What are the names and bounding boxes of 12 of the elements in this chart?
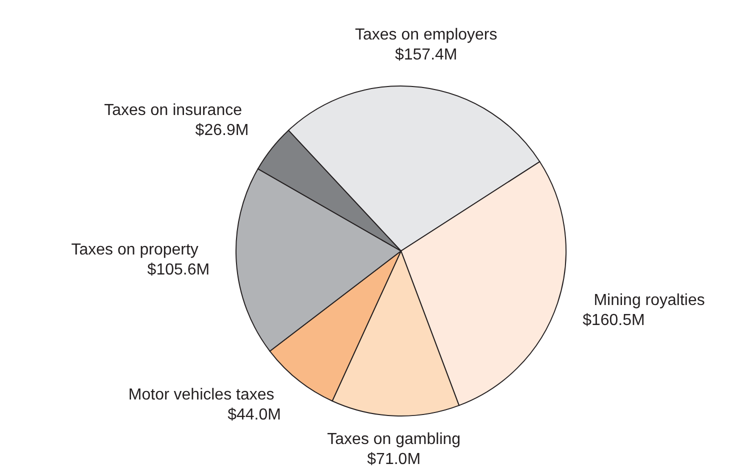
data-label: $44.0M: [228, 406, 281, 424]
data-label: $71.0M: [367, 450, 421, 468]
slice-label: Taxes on insurance: [104, 102, 242, 119]
data-label: $26.9M: [195, 122, 249, 139]
slice-label: Taxes on property: [71, 241, 198, 258]
slice-label: Taxes on gambling: [327, 430, 461, 448]
slice-label: Mining royalties: [594, 292, 705, 309]
data-label: $160.5M: [582, 312, 645, 329]
data-label: $105.6M: [147, 261, 210, 278]
slice-label: Motor vehicles taxes: [128, 386, 274, 404]
data-label: $157.4M: [394, 46, 458, 64]
slice-label: Taxes on employers: [354, 26, 498, 44]
